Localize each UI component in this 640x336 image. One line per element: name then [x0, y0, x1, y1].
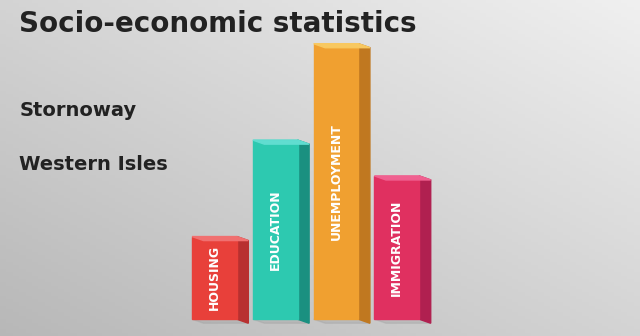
Polygon shape	[237, 237, 248, 323]
Polygon shape	[314, 44, 370, 48]
Polygon shape	[314, 319, 370, 323]
Polygon shape	[192, 319, 248, 323]
Text: Socio-economic statistics: Socio-economic statistics	[19, 10, 417, 38]
Polygon shape	[374, 319, 431, 323]
Polygon shape	[253, 140, 298, 319]
Polygon shape	[374, 176, 419, 319]
Polygon shape	[419, 176, 431, 323]
Polygon shape	[253, 140, 309, 144]
Polygon shape	[192, 237, 248, 241]
Text: IMMIGRATION: IMMIGRATION	[390, 199, 403, 296]
Polygon shape	[253, 319, 309, 323]
Text: UNEMPLOYMENT: UNEMPLOYMENT	[330, 123, 342, 240]
Text: Stornoway: Stornoway	[19, 101, 136, 120]
Text: EDUCATION: EDUCATION	[269, 190, 282, 270]
Polygon shape	[314, 44, 358, 319]
Text: HOUSING: HOUSING	[208, 245, 221, 310]
Polygon shape	[192, 237, 237, 319]
Polygon shape	[298, 140, 309, 323]
Text: Western Isles: Western Isles	[19, 155, 168, 174]
Polygon shape	[358, 44, 370, 323]
Polygon shape	[374, 176, 431, 180]
